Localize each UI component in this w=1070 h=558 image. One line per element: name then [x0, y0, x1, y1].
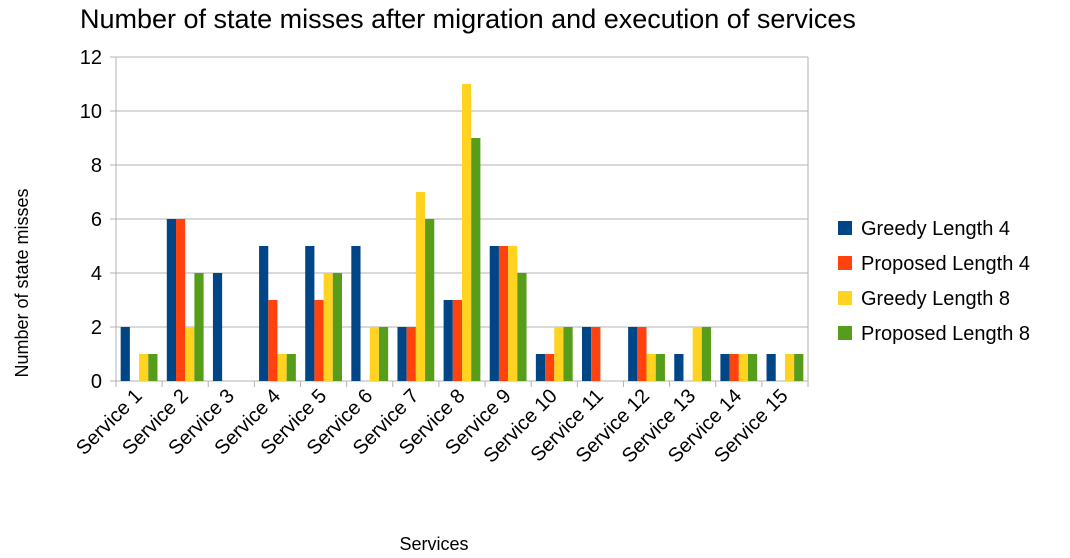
legend-label: Proposed Length 8: [861, 323, 1030, 345]
bar: [655, 354, 665, 381]
bar: [554, 327, 564, 381]
legend-label: Greedy Length 4: [861, 218, 1010, 240]
bar: [166, 219, 176, 381]
legend-label: Proposed Length 4: [861, 253, 1030, 275]
bar: [766, 354, 776, 381]
y-tick-label: 12: [80, 47, 102, 69]
bar: [462, 84, 472, 381]
bar: [120, 327, 130, 381]
bar: [738, 354, 748, 381]
bar: [784, 354, 795, 381]
bar: [452, 300, 462, 381]
bar: [508, 246, 518, 381]
chart-title: Number of state misses after migration a…: [80, 4, 856, 34]
bar: [415, 192, 426, 381]
bar: [369, 327, 379, 381]
y-tick-label: 0: [91, 371, 102, 393]
bar: [425, 219, 435, 381]
bar: [748, 354, 758, 381]
bar: [591, 327, 601, 381]
bar: [314, 300, 324, 381]
bar: [692, 327, 702, 381]
legend-label: Greedy Length 8: [861, 288, 1010, 310]
legend-swatch: [838, 221, 852, 235]
bar: [406, 327, 416, 381]
bar: [259, 246, 269, 381]
y-tick-label: 6: [91, 209, 102, 231]
y-tick-label: 8: [91, 155, 102, 177]
bar: [535, 354, 546, 381]
y-tick-label: 2: [91, 317, 102, 339]
bar: [720, 354, 730, 381]
bar: [563, 327, 573, 381]
bar: [471, 138, 481, 381]
y-axis-label: Number of state misses: [12, 188, 32, 377]
bar: [637, 327, 647, 381]
axes: [115, 57, 809, 387]
bar: [323, 273, 333, 381]
bar: [277, 354, 287, 381]
bar: [443, 300, 453, 381]
bar: [646, 354, 656, 381]
bar: [305, 246, 315, 381]
bar: [545, 354, 555, 381]
legend-swatch: [838, 291, 852, 305]
legend-swatch: [838, 326, 852, 340]
bar: [794, 354, 804, 381]
bar: [674, 354, 684, 381]
gridlines: [110, 56, 808, 382]
bar: [286, 354, 296, 381]
bar: [628, 327, 638, 381]
bar: [148, 354, 158, 381]
y-tick-label: 10: [80, 101, 102, 123]
y-tick-label: 4: [91, 263, 102, 285]
legend: Greedy Length 4 Proposed Length 4 Greedy L…: [838, 218, 1030, 345]
x-axis-label: Services: [399, 534, 468, 554]
bar: [498, 246, 509, 381]
bar: [176, 219, 186, 381]
bar: [268, 300, 278, 381]
bars: [120, 84, 804, 381]
y-tick-labels: 0 2 4 6 8 10 12: [80, 47, 102, 393]
bar: [729, 354, 739, 381]
bar: [139, 354, 149, 381]
bar: [194, 273, 204, 381]
bar: [351, 246, 361, 381]
bar: [397, 327, 407, 381]
bar: [212, 273, 223, 381]
bar: [489, 246, 499, 381]
bar: [517, 273, 527, 381]
bar: [332, 273, 342, 381]
bar: [378, 327, 389, 381]
bar: [185, 327, 195, 381]
legend-swatch: [838, 256, 852, 270]
bar: [701, 327, 712, 381]
bar: [582, 327, 592, 381]
